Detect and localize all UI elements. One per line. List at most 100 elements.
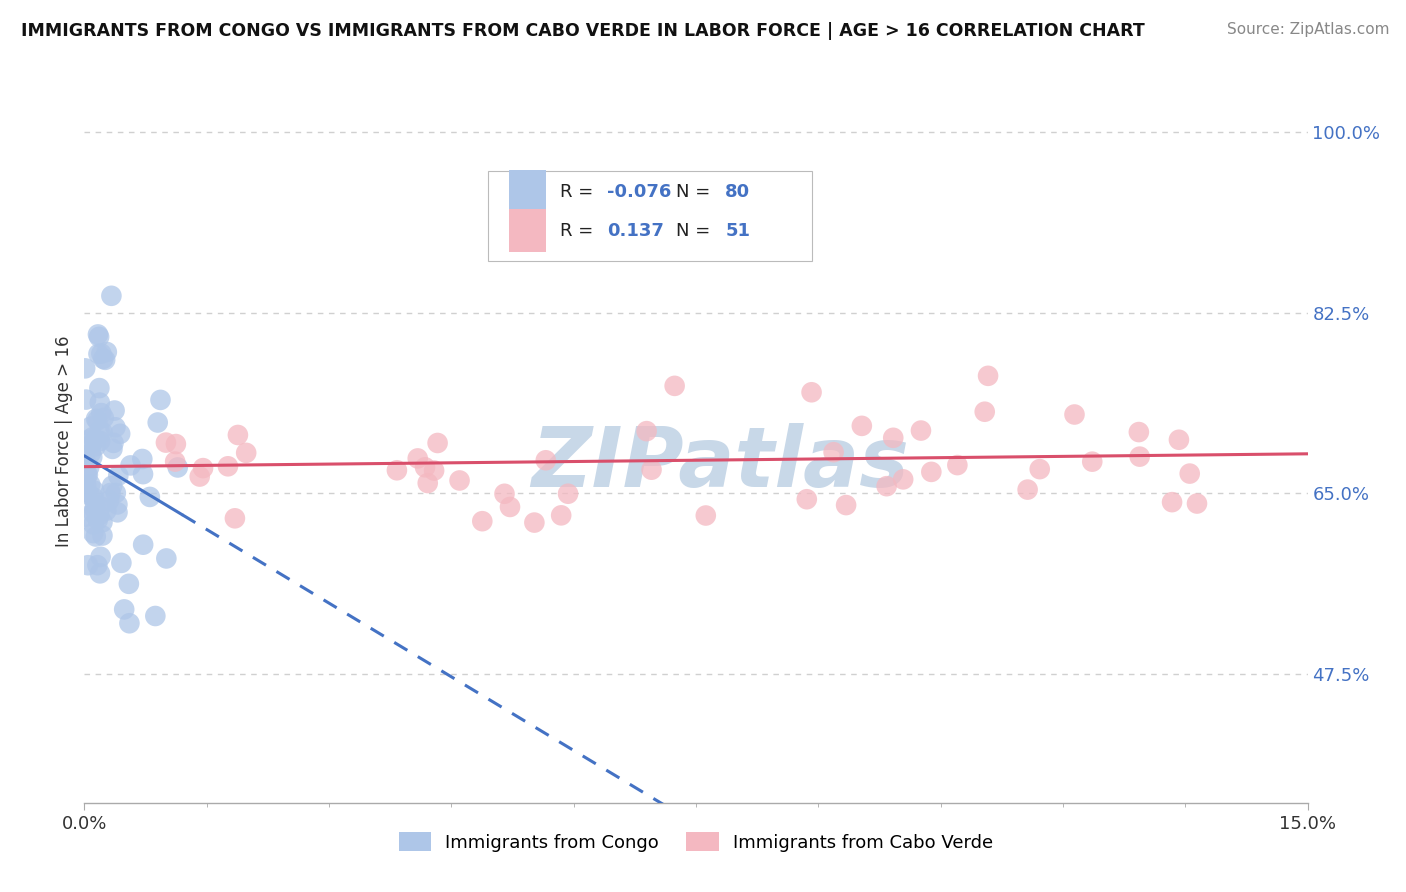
Point <box>86 413 108 427</box>
Point <box>89 434 111 448</box>
Point <box>83 507 105 521</box>
Point <box>165 454 187 468</box>
Point <box>84 529 107 543</box>
Point <box>664 379 686 393</box>
Point <box>82 450 104 465</box>
Point <box>83 502 105 516</box>
Point <box>188 469 211 483</box>
Point <box>104 486 127 500</box>
Point <box>91 351 114 366</box>
Point <box>695 508 717 523</box>
Point <box>977 368 1000 383</box>
Point <box>90 406 112 420</box>
Point <box>84 412 107 426</box>
Point <box>104 403 127 417</box>
Point <box>104 420 127 434</box>
Point <box>120 458 142 473</box>
Point <box>76 467 98 482</box>
Point <box>91 515 114 529</box>
Point <box>82 491 104 505</box>
Point <box>406 451 429 466</box>
Point <box>94 352 117 367</box>
Point <box>796 492 818 507</box>
Point <box>107 468 129 483</box>
Point <box>1129 450 1152 464</box>
FancyBboxPatch shape <box>509 209 546 252</box>
Point <box>891 472 914 486</box>
Point <box>100 289 122 303</box>
Text: N =: N = <box>676 183 717 201</box>
Point <box>75 509 97 524</box>
Point <box>1185 497 1208 511</box>
Point <box>82 517 104 532</box>
Legend: Immigrants from Congo, Immigrants from Cabo Verde: Immigrants from Congo, Immigrants from C… <box>391 825 1001 859</box>
Point <box>75 485 97 500</box>
Point <box>1128 425 1150 439</box>
Point <box>191 461 214 475</box>
Point <box>557 487 579 501</box>
Point <box>494 487 516 501</box>
Point <box>103 436 125 450</box>
Point <box>89 395 111 409</box>
Point <box>89 425 111 439</box>
Point <box>471 514 494 528</box>
Point <box>110 556 132 570</box>
Point <box>550 508 572 523</box>
Point <box>385 463 408 477</box>
Point <box>87 513 110 527</box>
Point <box>416 476 439 491</box>
Point <box>1029 462 1052 476</box>
Text: IMMIGRANTS FROM CONGO VS IMMIGRANTS FROM CABO VERDE IN LABOR FORCE | AGE > 16 CO: IMMIGRANTS FROM CONGO VS IMMIGRANTS FROM… <box>21 22 1144 40</box>
Point <box>1161 495 1184 509</box>
Point <box>80 446 103 460</box>
Point <box>851 418 873 433</box>
Point <box>84 439 107 453</box>
Point <box>118 616 141 631</box>
Point <box>87 508 110 523</box>
Point <box>166 460 188 475</box>
Text: 80: 80 <box>725 183 751 201</box>
Point <box>89 381 111 395</box>
Point <box>946 458 969 472</box>
Point <box>107 505 129 519</box>
Point <box>876 479 898 493</box>
Point <box>82 526 104 541</box>
Point <box>96 504 118 518</box>
Point <box>155 435 177 450</box>
Point <box>75 361 97 376</box>
Point <box>423 463 446 477</box>
Point <box>86 558 108 573</box>
Point <box>640 463 662 477</box>
Point <box>132 538 155 552</box>
Point <box>132 467 155 482</box>
Point <box>112 602 135 616</box>
Point <box>1063 408 1085 422</box>
Point <box>75 478 97 492</box>
Point <box>149 392 172 407</box>
Point <box>217 459 239 474</box>
Point <box>84 498 107 512</box>
Text: R =: R = <box>560 183 599 201</box>
Point <box>413 460 436 475</box>
Point <box>90 500 112 514</box>
Point <box>1081 455 1104 469</box>
Point <box>108 426 131 441</box>
Point <box>76 433 98 447</box>
Point <box>1178 467 1201 481</box>
Point <box>226 428 249 442</box>
Point <box>82 430 104 444</box>
Point <box>93 410 115 425</box>
Point <box>87 330 110 344</box>
Point <box>91 425 114 440</box>
Point <box>84 432 107 446</box>
Point <box>224 511 246 525</box>
Point <box>426 436 449 450</box>
Point <box>77 558 100 573</box>
Point <box>101 479 124 493</box>
Text: R =: R = <box>560 222 605 240</box>
Point <box>910 424 932 438</box>
Point <box>165 437 187 451</box>
Point <box>523 516 546 530</box>
FancyBboxPatch shape <box>509 170 546 213</box>
Point <box>139 490 162 504</box>
